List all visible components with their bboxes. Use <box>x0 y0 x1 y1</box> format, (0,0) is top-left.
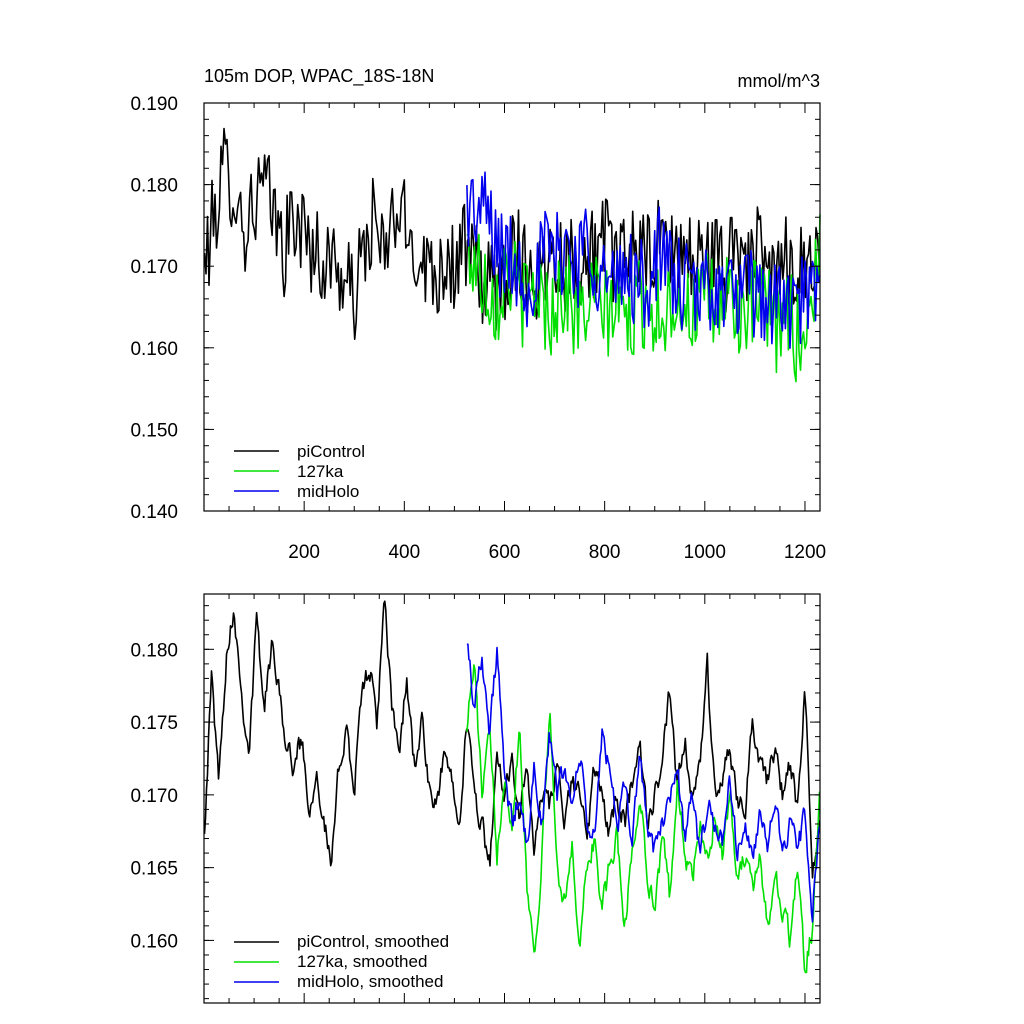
series-line-bottom-picontrol-smoothed <box>203 600 821 879</box>
legend-label-127ka: 127ka <box>297 462 344 481</box>
series-line-top-127ka <box>466 214 821 383</box>
y-tick-label: 0.170 <box>130 786 178 807</box>
legend-label-midholo-smoothed: midHolo, smoothed <box>297 972 443 991</box>
top-legend: piControl 127ka midHolo <box>234 442 365 501</box>
x-tick-label: 600 <box>489 542 521 563</box>
x-tick-label: 800 <box>589 542 621 563</box>
series-line-bottom-midholo-smoothed <box>466 643 821 923</box>
y-tick-label: 0.175 <box>130 713 178 734</box>
units-label: mmol/m^3 <box>738 71 820 91</box>
legend-label-picontrol: piControl <box>297 442 365 461</box>
y-tick-label: 0.150 <box>130 420 178 441</box>
legend-label-picontrol-smoothed: piControl, smoothed <box>297 932 449 951</box>
y-tick-label: 0.180 <box>130 176 178 197</box>
top-x-axis: 200 400 600 800 1000 1200 <box>228 103 826 563</box>
series-line-bottom-127ka-smoothed <box>466 664 821 974</box>
y-tick-label: 0.165 <box>130 859 178 880</box>
chart-title: 105m DOP, WPAC_18S-18N <box>204 66 434 87</box>
legend-label-midholo: midHolo <box>297 482 359 501</box>
bottom-legend: piControl, smoothed 127ka, smoothed midH… <box>234 932 449 991</box>
x-tick-label: 400 <box>388 542 420 563</box>
y-tick-label: 0.190 <box>130 94 178 115</box>
x-tick-label: 1000 <box>684 542 726 563</box>
series-line-top-midholo <box>466 171 821 349</box>
y-tick-label: 0.160 <box>130 339 178 360</box>
bottom-plot-frame <box>203 593 821 1004</box>
y-tick-label: 0.180 <box>130 640 178 661</box>
top-series-group <box>203 127 821 383</box>
bottom-x-axis <box>228 594 806 1003</box>
bottom-y-axis: 0.160 0.165 0.170 0.175 0.180 <box>130 605 820 1000</box>
x-tick-label: 1200 <box>784 542 826 563</box>
y-tick-label: 0.140 <box>130 502 178 523</box>
top-y-axis: 0.140 0.150 0.160 0.170 0.180 0.190 <box>130 94 820 523</box>
y-tick-label: 0.170 <box>130 257 178 278</box>
top-panel: 105m DOP, WPAC_18S-18N mmol/m^3 0.1400.1… <box>130 66 826 563</box>
bottom-series-group <box>203 600 821 974</box>
bottom-panel: 0.160 0.165 0.170 0.175 0.180 piControl, smo… <box>130 593 821 1004</box>
y-tick-label: 0.160 <box>130 931 178 952</box>
top-plot-frame <box>203 102 821 512</box>
legend-label-127ka-smoothed: 127ka, smoothed <box>297 952 427 971</box>
x-tick-label: 200 <box>288 542 320 563</box>
